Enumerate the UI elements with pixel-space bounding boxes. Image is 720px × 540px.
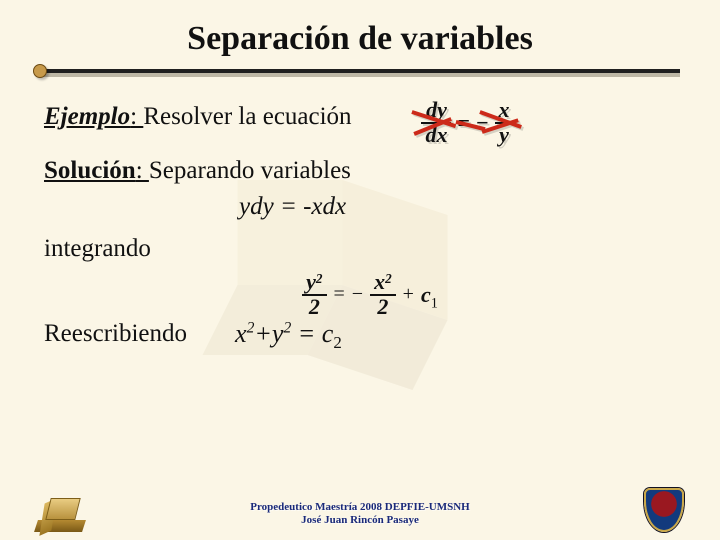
footer-line1: Propedeutico Maestría 2008 DEPFIE-UMSNH	[0, 501, 720, 515]
equation-ode: dy dx = − x y	[410, 100, 525, 146]
ejemplo-label: Ejemplo	[44, 103, 130, 130]
integrando-label: integrando	[44, 235, 676, 263]
solucion-text: Separando variables	[149, 157, 351, 184]
footer-credits: Propedeutico Maestría 2008 DEPFIE-UMSNH …	[0, 501, 720, 529]
solucion-label: Solución	[44, 157, 136, 184]
equation-circle: x2+y2 = c2	[235, 319, 342, 349]
solucion-line: Solución: Separando variables	[44, 157, 676, 185]
footer-line2: José Juan Rincón Pasaye	[0, 514, 720, 528]
red-strike-marks	[410, 100, 525, 146]
solucion-colon: :	[136, 157, 149, 184]
reescribiendo-label: Reescribiendo	[44, 320, 187, 348]
title-divider	[40, 67, 680, 81]
equation-integrated: y2 2 = − x2 2 + c1	[275, 272, 465, 318]
equation-separated: ydy = -xdx	[44, 193, 676, 221]
ejemplo-text: Resolver la ecuación	[143, 103, 351, 130]
ejemplo-colon: :	[130, 103, 143, 130]
page-title: Separación de variables	[187, 20, 533, 57]
ejemplo-line: Ejemplo: Resolver la ecuación	[44, 103, 676, 131]
